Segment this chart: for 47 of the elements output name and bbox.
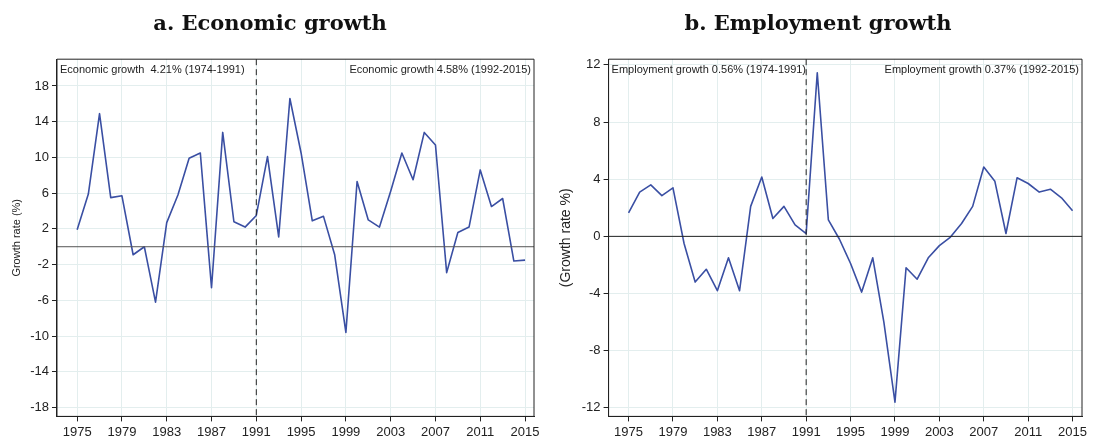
x-tick-label: 1999	[880, 423, 910, 439]
x-tick-label: 1983	[702, 423, 732, 439]
x-tick-label: 1995	[836, 423, 866, 439]
x-tick-label: 2003	[924, 423, 954, 439]
y-tick-label: 14	[34, 113, 49, 129]
y-tick-label: -4	[589, 285, 601, 301]
y-tick-label: 0	[593, 227, 601, 243]
chart-title: b. Employment growth	[684, 10, 952, 36]
annotation: Economic growth 4.58% (1992-2015)	[349, 62, 531, 75]
annotation: Employment growth 0.37% (1992-2015)	[884, 62, 1079, 75]
y-tick-label: -14	[30, 363, 49, 379]
y-tick-label: 8	[593, 113, 601, 129]
x-tick-label: 1987	[197, 423, 226, 439]
y-tick-label: 2	[41, 220, 49, 236]
y-axis-title: (Growth rate %)	[557, 188, 574, 288]
x-tick-label: 2011	[466, 423, 495, 439]
x-tick-label: 1987	[747, 423, 777, 439]
x-tick-label: 2007	[969, 423, 999, 439]
x-tick-label: 2015	[510, 423, 540, 439]
y-tick-label: 4	[593, 170, 601, 186]
x-tick-label: 1991	[791, 423, 821, 439]
y-tick-label: -12	[581, 399, 601, 415]
x-tick-label: 2015	[1058, 423, 1088, 439]
y-tick-label: 12	[586, 56, 601, 72]
x-tick-label: 1983	[152, 423, 182, 439]
y-tick-label: 10	[34, 149, 49, 165]
x-tick-label: 1995	[286, 423, 316, 439]
x-tick-label: 1999	[331, 423, 361, 439]
y-tick-label: 6	[41, 184, 49, 200]
x-tick-label: 1975	[614, 423, 644, 439]
y-axis-title: Growth rate (%)	[9, 198, 22, 277]
x-tick-label: 2011	[1014, 423, 1043, 439]
x-tick-label: 1979	[107, 423, 137, 439]
annotation: Employment growth 0.56% (1974-1991)	[611, 62, 807, 75]
y-tick-label: -8	[589, 342, 601, 358]
x-tick-label: 1991	[241, 423, 271, 439]
x-tick-label: 2003	[376, 423, 406, 439]
y-tick-label: -10	[30, 327, 49, 343]
chart-title: a. Economic growth	[153, 10, 387, 36]
x-tick-label: 1975	[62, 423, 92, 439]
y-tick-label: -6	[37, 291, 49, 307]
y-tick-label: 18	[34, 77, 49, 93]
annotation: Economic growth 4.21% (1974-1991)	[59, 62, 245, 75]
y-tick-label: -18	[30, 399, 49, 415]
y-tick-label: -2	[37, 256, 49, 272]
x-tick-label: 2007	[421, 423, 450, 439]
x-tick-label: 1979	[658, 423, 688, 439]
